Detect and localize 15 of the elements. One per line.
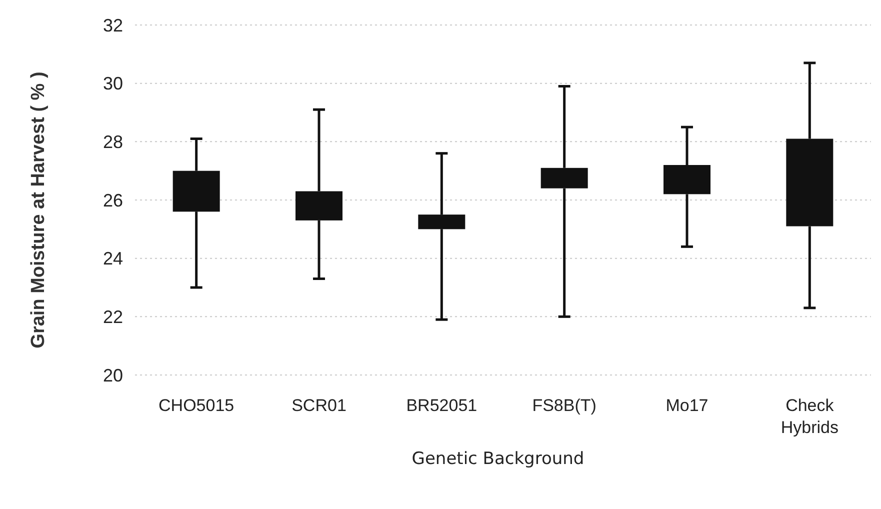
y-tick-label: 24 [102,248,123,269]
x-axis-title: Genetic Background [412,449,584,469]
x-tick-label: SCR01 [292,396,346,415]
x-tick-label: Mo17 [666,396,708,415]
y-tick-label: 20 [102,365,123,386]
x-tick-label: CHO5015 [158,396,234,415]
x-tick-label: Check Hybrids [780,396,838,437]
y-tick-label: 30 [102,74,123,94]
y-tick-label: 28 [102,132,123,152]
x-tick-label: BR52051 [406,396,478,415]
y-tick-label: 32 [102,15,123,36]
y-tick-label: 22 [102,306,123,327]
y-tick-label: 26 [102,190,123,210]
y-axis-title: Grain Moisture at Harvest ( % ) [28,72,49,348]
x-tick-label: FS8B(T) [532,396,596,415]
